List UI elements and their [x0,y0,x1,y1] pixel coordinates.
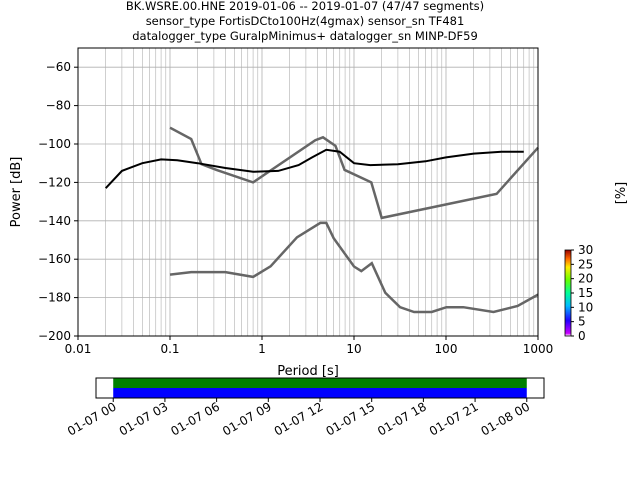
y-tick-label: −140 [38,214,71,228]
y-tick-label: −120 [38,175,71,189]
colorbar-tick-label: 30 [578,243,593,257]
coverage-bar-top [113,378,527,388]
coverage-bar-bottom [113,388,527,398]
timeline-tick-label: 01-07 09 [220,399,274,438]
y-axis-ticks: −60 −80 −100 −120 −140 −160 −180 −200 [38,60,78,343]
timeline-tick-label: 01-07 21 [427,399,481,438]
y-tick-label: −100 [38,137,71,151]
title-line-2: sensor_type FortisDCto100Hz(4gmax) senso… [146,14,465,28]
x-tick-label: 1 [258,342,266,356]
mean-psd-line [104,148,524,189]
x-tick-label: 0.1 [160,342,179,356]
y-tick-label: −180 [38,291,71,305]
colorbar-tick-label: 0 [578,329,586,343]
x-tick-label: 0.01 [65,342,92,356]
low-noise-model [169,221,539,314]
y-axis-label: Power [dB] [9,157,24,228]
colorbar-tick-label: 25 [578,257,593,271]
colorbar-tick-label: 5 [578,315,586,329]
mean-curve [104,148,524,189]
title-line-3: datalogger_type GuralpMinimus+ datalogge… [132,29,478,43]
colorbar-label: [%] [614,182,629,205]
x-tick-label: 100 [435,342,458,356]
timeline-tick-label: 01-07 03 [117,399,171,438]
y-tick-label: −160 [38,252,71,266]
x-axis-ticks: 0.01 0.1 1 10 100 1000 [65,336,554,356]
timeline-tick-label: 01-07 18 [375,399,429,438]
y-tick-label: −60 [46,60,71,74]
timeline-tick-label: 01-07 00 [65,399,119,438]
y-tick-label: −80 [46,99,71,113]
figure-title: BK.WSRE.00.HNE 2019-01-06 -- 2019-01-07 … [126,0,484,43]
colorbar-tick-label: 15 [578,286,593,300]
colorbar-scale [564,249,572,337]
timeline-tick-label: 01-07 12 [272,399,326,438]
title-line-1: BK.WSRE.00.HNE 2019-01-06 -- 2019-01-07 … [126,0,484,13]
x-tick-label: 1000 [523,342,554,356]
colorbar-tick-label: 20 [578,272,593,286]
timeline-tick-label: 01-08 00 [479,399,533,438]
psd-panel: 0.01 0.1 1 10 100 1000 −60 −80 −100 −120 −140 −160… [9,47,554,379]
colorbar-tick-label: 10 [578,300,593,314]
timeline-tick-label: 01-07 06 [168,399,222,438]
psd-axes-frame [77,47,539,337]
y-tick-label: −200 [38,329,71,343]
x-tick-label: 10 [346,342,361,356]
coverage-bars [113,378,527,398]
x-axis-label: Period [s] [277,364,339,379]
grid [77,48,539,337]
timeline-tick-label: 01-07 15 [323,399,377,438]
